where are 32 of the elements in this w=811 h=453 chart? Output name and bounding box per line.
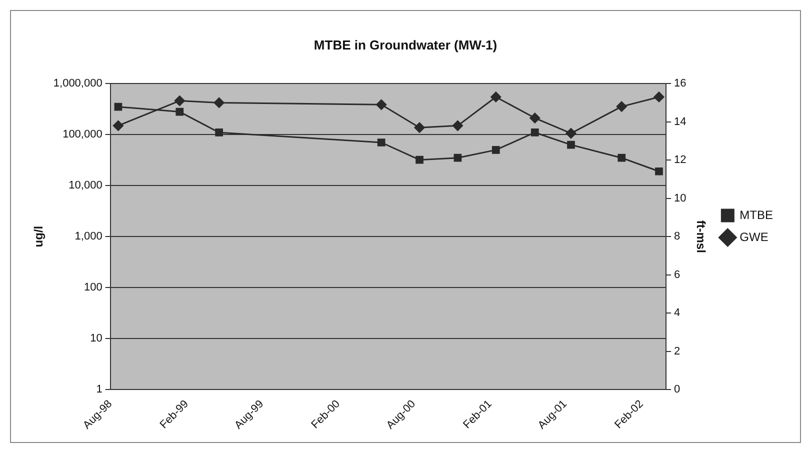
y2-tick-label: 14	[674, 116, 686, 128]
y2-tick-label: 16	[674, 78, 686, 90]
y-tick-label: 10,000	[68, 180, 102, 192]
point	[567, 140, 575, 149]
y-axis-title: ug/l	[32, 226, 46, 248]
point	[492, 146, 500, 154]
point	[377, 138, 386, 146]
y2-tick-label: 4	[674, 307, 680, 320]
y-tick-label: 100,000	[62, 128, 102, 141]
y2-tick-label: 0	[674, 384, 680, 396]
legend-label: GWE	[740, 230, 768, 244]
point	[215, 128, 223, 136]
point	[176, 108, 184, 116]
y2-tick-label: 6	[674, 268, 680, 281]
legend-label: MTBE	[740, 208, 774, 222]
y-tick-label: 100	[84, 282, 102, 294]
chart-title: MTBE in Groundwater (MW-1)	[314, 37, 498, 52]
y-tick-label: 10	[90, 332, 102, 345]
y-tick-label: 1,000	[74, 230, 102, 243]
y2-tick-label: 2	[674, 345, 680, 358]
y2-tick-label: 8	[674, 230, 680, 243]
y2-axis-title: ft-msl	[694, 220, 708, 253]
y-tick-label: 1	[96, 384, 102, 396]
y2-tick-label: 12	[674, 154, 686, 166]
point	[655, 167, 663, 176]
point	[530, 128, 539, 136]
y-tick-label: 1,000,000	[53, 78, 102, 90]
point	[416, 156, 424, 164]
y2-tick-label: 10	[674, 192, 686, 204]
point	[454, 154, 462, 162]
point	[618, 154, 626, 162]
point	[114, 102, 122, 111]
